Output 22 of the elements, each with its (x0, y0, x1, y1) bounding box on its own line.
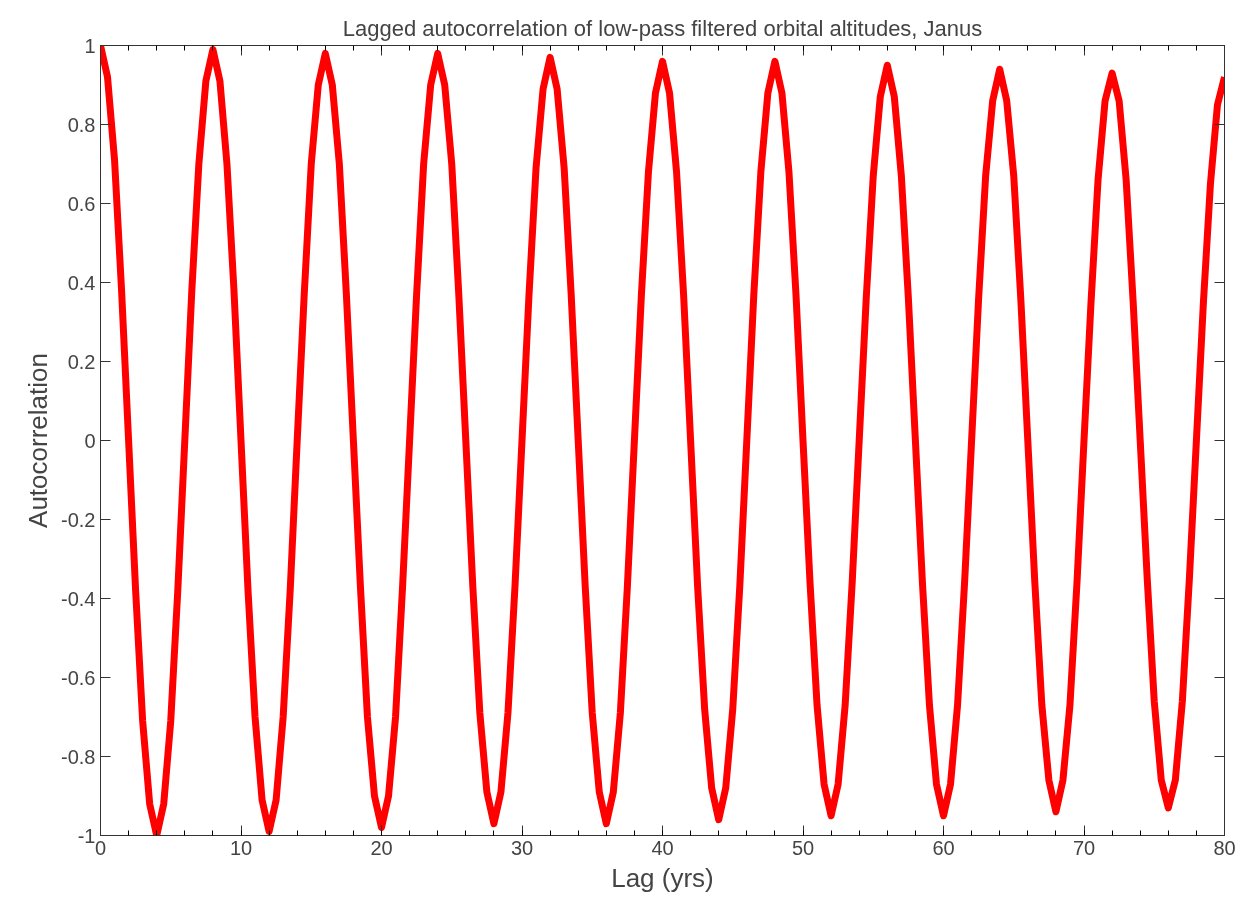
y-tick-label: -1 (77, 824, 96, 847)
x-axis-title: Lag (yrs) (611, 862, 714, 893)
chart-title: Lagged autocorrelation of low-pass filtered orbital altitudes, Janus (342, 15, 983, 41)
x-tick-label: 70 (1072, 836, 1096, 859)
x-tick-label: 10 (229, 836, 253, 859)
y-tick-label: 0.2 (67, 350, 96, 373)
x-tick-label: 20 (370, 836, 393, 859)
x-tick-label: 80 (1213, 836, 1236, 859)
y-axis-title: Autocorrelation (23, 353, 54, 528)
y-tick-label: 1 (84, 34, 96, 57)
y-tick-label: 0.4 (67, 271, 96, 294)
y-tick-label: -0.8 (61, 745, 96, 768)
x-tick-label: 40 (651, 836, 674, 859)
y-tick-label: -0.2 (61, 508, 96, 531)
x-tick-label: 60 (932, 836, 955, 859)
y-tick-label: -0.6 (61, 666, 96, 689)
y-tick-label: -0.4 (61, 587, 96, 610)
y-tick-label: 0.8 (67, 113, 96, 136)
y-tick-label: 0.6 (67, 192, 96, 215)
x-tick-label: 30 (510, 836, 534, 859)
x-tick-label: 50 (791, 836, 815, 859)
y-tick-label: 0 (84, 429, 96, 452)
